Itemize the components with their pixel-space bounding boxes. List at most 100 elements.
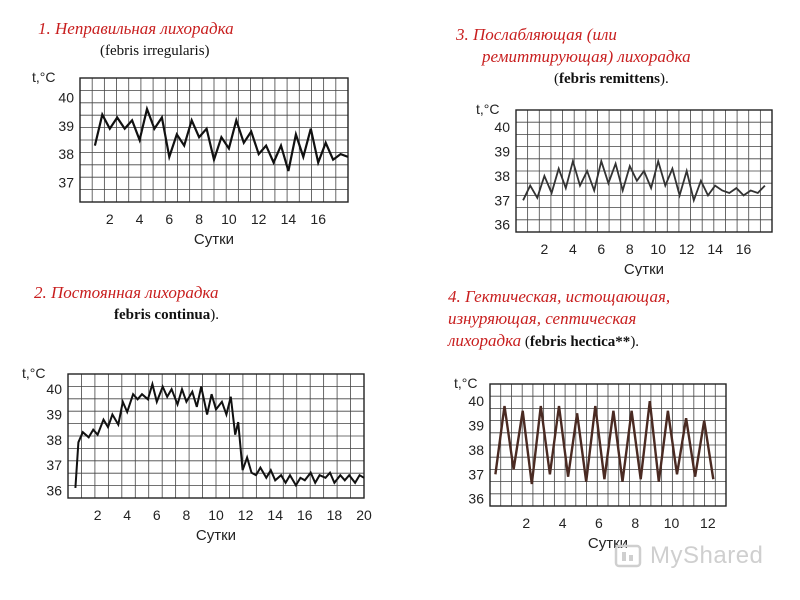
x-tick-label: 6	[153, 507, 161, 523]
caption-hectica-prefix: (	[521, 334, 530, 350]
x-axis-label: Сутки	[194, 231, 234, 248]
caption-continua-latin: febris continua	[114, 307, 211, 323]
x-tick-label: 20	[356, 507, 372, 523]
caption-irregular-title: 1. Неправильная лихорадка	[38, 19, 234, 38]
caption-hectica-line2: изнуряющая, септическая	[448, 309, 637, 328]
chart-irregular: t,°C 40 39 38 37 2 4 6 8 10 12 14 16 Сутки	[28, 64, 358, 264]
x-tick-label: 8	[626, 241, 634, 257]
x-tick-label: 8	[631, 515, 639, 531]
chart-irregular-svg: t,°C40 39 38 37 2 4 6 8 10 12 14 16 Сутки	[32, 69, 349, 248]
y-tick-label: 40	[468, 393, 484, 409]
x-tick-label: 16	[310, 211, 326, 227]
caption-irregular-latin: (febris irregularis)	[100, 43, 210, 59]
y-tick-label: 40	[494, 119, 510, 135]
chart-continua-svg: t,°C40 39 38 37 36 2 4 6 8 10 12 14 16 18 20 Сутки	[22, 365, 372, 544]
caption-remittens-latin: febris remittens	[559, 71, 660, 87]
caption-hectica-suffix: ).	[630, 334, 640, 350]
x-tick-label: 4	[559, 515, 567, 531]
caption-remittens-latin-line: (febris remittens).	[456, 68, 786, 90]
y-tick-label: 38	[58, 146, 74, 162]
x-axis-label: Сутки	[588, 535, 628, 552]
x-tick-label: 6	[165, 211, 173, 227]
y-tick-label: 36	[468, 491, 484, 507]
x-tick-label: 6	[595, 515, 603, 531]
caption-hectica: 4. Гектическая, истощающая, изнуряющая, …	[448, 286, 788, 353]
y-tick-label: 39	[494, 143, 510, 159]
y-tick-label: 37	[494, 192, 510, 208]
caption-remittens-line1: 3. Послабляющая (или	[456, 25, 617, 44]
x-axis-label: Сутки	[624, 261, 664, 276]
y-axis-label: t,°C	[32, 69, 56, 85]
x-tick-label: 2	[106, 211, 114, 227]
x-tick-label: 10	[208, 507, 224, 523]
x-tick-label: 6	[597, 241, 605, 257]
caption-continua: 2. Постоянная лихорадка febris continua)…	[34, 282, 354, 326]
x-tick-label: 16	[297, 507, 313, 523]
x-tick-label: 8	[195, 211, 203, 227]
y-tick-label: 40	[58, 90, 74, 106]
x-tick-label: 14	[267, 507, 283, 523]
x-tick-label: 10	[650, 241, 666, 257]
caption-remittens: 3. Послабляющая (или ремиттирующая) лихо…	[456, 24, 786, 90]
x-tick-label: 14	[281, 211, 297, 227]
temperature-curve	[494, 400, 715, 485]
chart-hectica: t,°C 40 39 38 37 36 2 4 6 8 10 12 Сутки	[450, 372, 740, 552]
temperature-curve	[93, 105, 349, 172]
x-tick-label: 8	[183, 507, 191, 523]
x-tick-label: 4	[569, 241, 577, 257]
watermark-logo-icon	[614, 544, 642, 568]
watermark-text: MyShared	[650, 542, 764, 569]
y-tick-label: 36	[46, 482, 62, 498]
x-tick-label: 2	[541, 241, 549, 257]
caption-continua-suffix: ).	[210, 307, 220, 323]
x-tick-label: 12	[238, 507, 254, 523]
plot-frame	[489, 383, 727, 507]
y-tick-label: 39	[46, 406, 62, 422]
plot-frame	[515, 109, 773, 233]
caption-hectica-latin: febris hectica**	[529, 334, 631, 350]
x-tick-label: 14	[707, 241, 723, 257]
watermark: MyShared	[612, 540, 782, 574]
chart-hectica-svg: t,°C 40 39 38 37 36 2 4 6 8 10 12 Сутки	[454, 375, 727, 552]
caption-remittens-line2: ремиттирующая) лихорадка	[482, 47, 691, 66]
y-axis-label: t,°C	[22, 365, 46, 381]
y-axis-label: t,°C	[476, 101, 500, 117]
x-axis-label: Сутки	[196, 527, 236, 544]
y-tick-label: 40	[46, 381, 62, 397]
caption-continua-title: 2. Постоянная лихорадка	[34, 283, 219, 302]
chart-continua: t,°C 40 39 38 37 36 2 4 6 8 10 12 14 16 18 20 Сутки	[18, 360, 380, 560]
x-tick-label: 10	[664, 515, 680, 531]
x-tick-label: 2	[94, 507, 102, 523]
y-tick-label: 37	[468, 466, 484, 482]
y-tick-label: 37	[58, 174, 74, 190]
y-tick-label: 38	[468, 442, 484, 458]
x-tick-label: 2	[522, 515, 530, 531]
plot-frame	[67, 373, 365, 499]
y-tick-label: 37	[46, 457, 62, 473]
caption-continua-latin-line: febris continua).	[34, 304, 354, 326]
temperature-curve	[74, 380, 365, 488]
y-tick-label: 38	[494, 168, 510, 184]
caption-remittens-prefix: (	[554, 71, 559, 87]
plot-frame	[79, 77, 349, 203]
caption-irregular: 1. Неправильная лихорадка (febris irregu…	[38, 18, 368, 62]
x-tick-label: 12	[679, 241, 695, 257]
chart-remittens: t,°C 40 39 38 37 36 2 4 6 8 10 12 14 16 Сутки	[472, 96, 782, 276]
caption-hectica-line1: 4. Гектическая, истощающая,	[448, 287, 671, 306]
caption-remittens-suffix: ).	[659, 71, 669, 87]
x-tick-label: 12	[251, 211, 267, 227]
x-tick-label: 4	[136, 211, 144, 227]
x-tick-label: 4	[123, 507, 131, 523]
x-tick-label: 16	[736, 241, 752, 257]
y-tick-label: 39	[468, 417, 484, 433]
y-axis-label: t,°C	[454, 375, 478, 391]
y-tick-label: 36	[494, 217, 510, 233]
chart-remittens-svg: t,°C 40 39 38 37 36 2 4 6 8 10 12 14 16 Сутки	[476, 101, 773, 276]
y-tick-label: 39	[58, 118, 74, 134]
grid	[67, 373, 365, 499]
caption-hectica-line3: лихорадка	[448, 331, 522, 350]
x-tick-label: 12	[700, 515, 716, 531]
y-tick-label: 38	[46, 432, 62, 448]
x-tick-label: 18	[327, 507, 343, 523]
x-tick-label: 10	[221, 211, 237, 227]
